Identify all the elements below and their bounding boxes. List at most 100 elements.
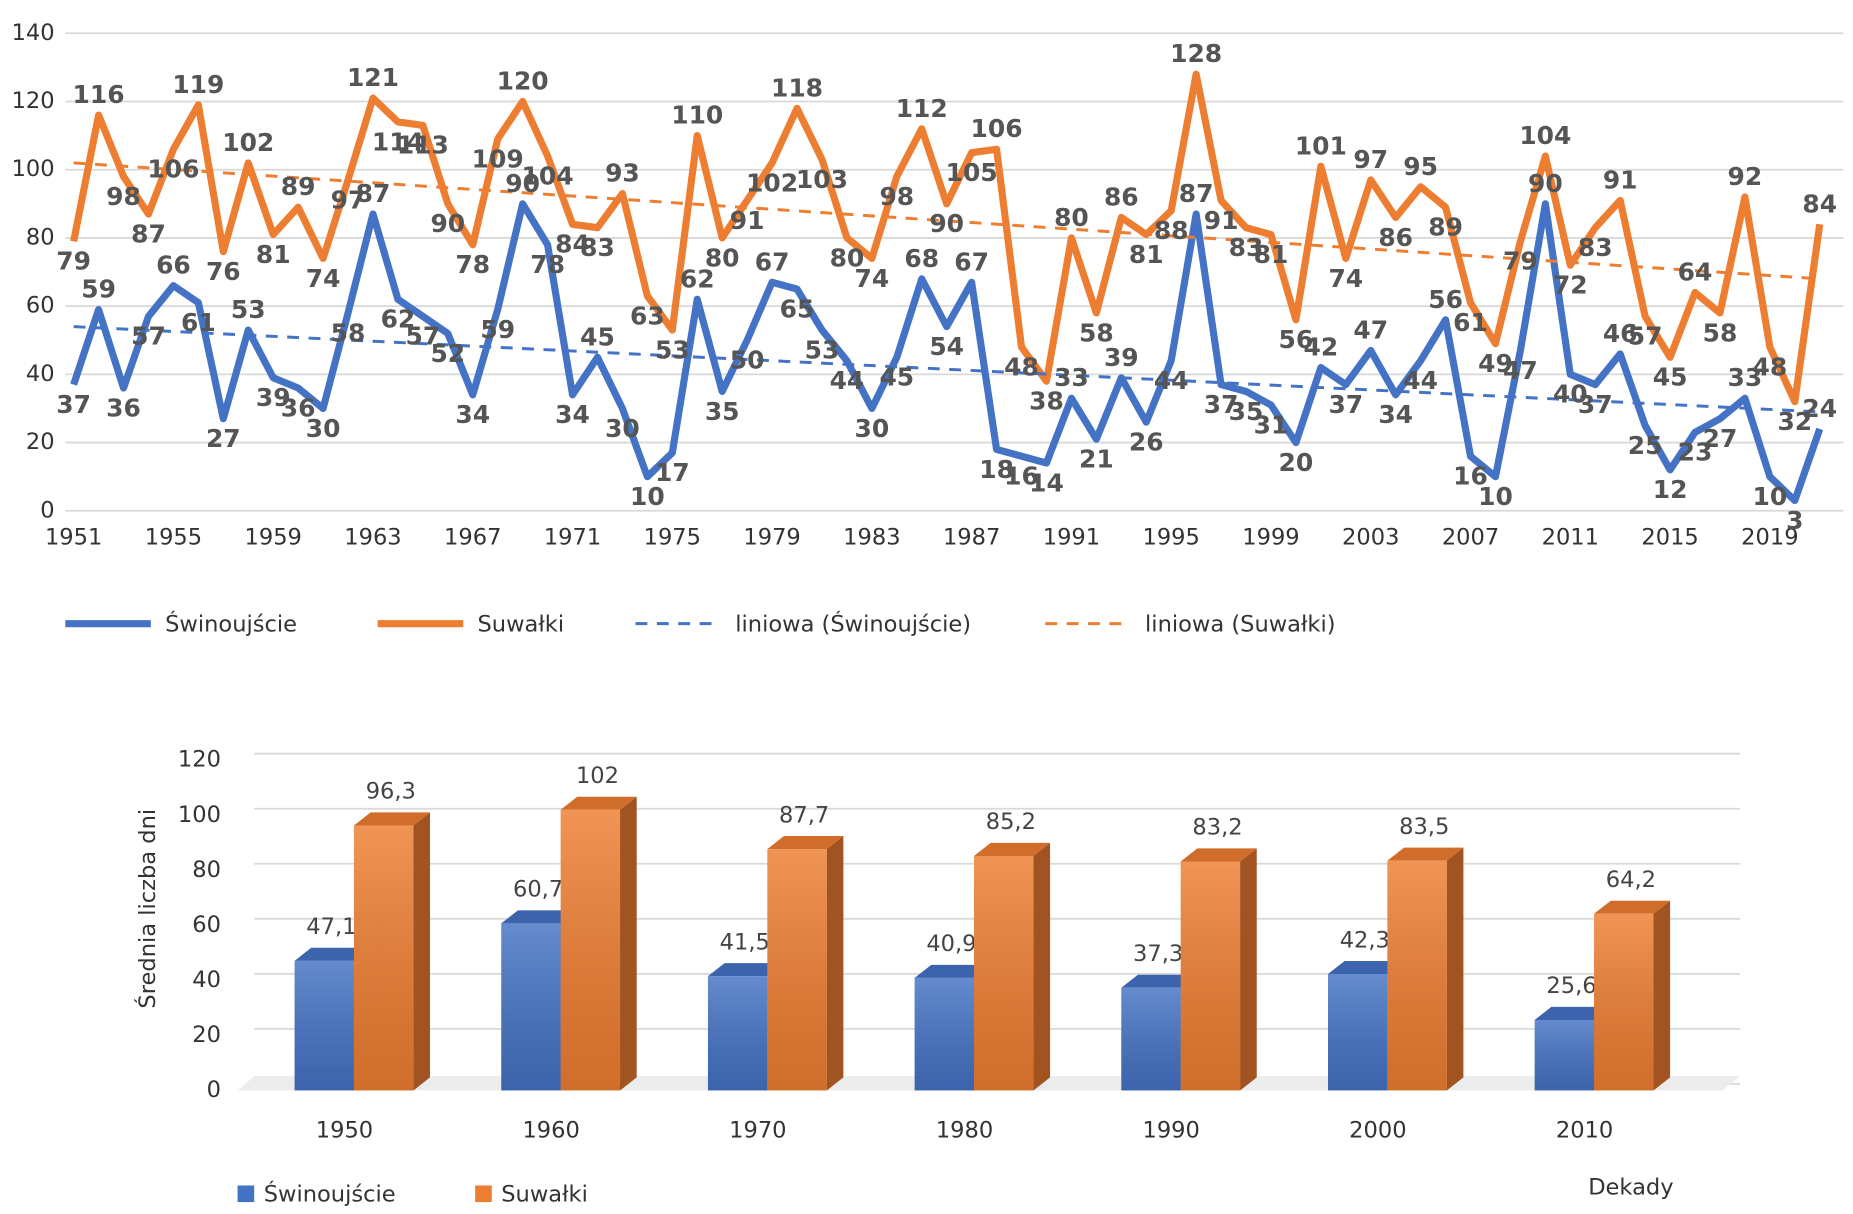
bar-side-shade — [826, 836, 844, 1091]
bar-top — [294, 947, 371, 961]
data-label: 83,2 — [1192, 815, 1242, 841]
y-tick-label: 20 — [192, 1022, 221, 1048]
bar-shade — [1594, 913, 1654, 1091]
bar-top — [1387, 847, 1464, 861]
data-label: 102 — [746, 168, 798, 197]
x-tick-label: 1959 — [245, 525, 302, 551]
data-label: 59 — [480, 315, 515, 344]
bar-top — [707, 963, 784, 977]
y-tick-label: 40 — [192, 967, 221, 993]
bar-top — [767, 836, 844, 850]
data-label: 46 — [1603, 319, 1638, 348]
trend-line — [73, 161, 1820, 281]
x-tick-label: 1951 — [45, 525, 102, 551]
y-tick-label: 120 — [12, 88, 55, 114]
legend-swatch — [475, 1185, 492, 1203]
data-label: 17 — [655, 458, 690, 487]
x-tick-label: 1987 — [943, 525, 1000, 551]
legend-swatch — [237, 1185, 255, 1203]
data-label: 25 — [1628, 431, 1663, 460]
bar-shade — [1180, 861, 1241, 1091]
data-label: 98 — [106, 182, 141, 211]
data-label: 95 — [1403, 152, 1438, 181]
data-label: 65 — [780, 294, 815, 323]
data-label: 86 — [1104, 182, 1139, 211]
bar-top-shade — [1121, 974, 1198, 988]
bar-top-shade — [1534, 1006, 1611, 1020]
y-tick-label: 100 — [12, 156, 55, 182]
bar-side-shade — [413, 812, 430, 1091]
data-label: 88 — [1154, 216, 1189, 245]
bar-top — [1327, 960, 1405, 975]
data-label: 42 — [1304, 333, 1339, 362]
data-label: 109 — [472, 144, 524, 173]
bar-shade — [974, 855, 1034, 1091]
x-tick-label: 2000 — [1349, 1117, 1406, 1143]
data-label: 80 — [830, 243, 865, 272]
x-tick-label: 1999 — [1242, 525, 1299, 551]
data-label: 74 — [1328, 264, 1363, 293]
data-label: 84 — [1802, 189, 1837, 218]
data-label: 91 — [730, 206, 765, 235]
x-tick-label: 1979 — [743, 525, 800, 551]
x-tick-label: 1960 — [522, 1117, 579, 1143]
bar-shade — [1327, 974, 1388, 1091]
data-label: 33 — [1054, 363, 1089, 392]
data-label: 76 — [206, 257, 241, 286]
x-tick-label: 2019 — [1741, 525, 1798, 551]
bar-side — [413, 812, 430, 1091]
data-label: 30 — [855, 414, 890, 443]
bar-top — [1121, 974, 1198, 988]
data-label: 37 — [56, 390, 91, 419]
data-label: 98 — [879, 182, 914, 211]
data-label: 116 — [73, 80, 125, 109]
data-label: 41,5 — [720, 929, 770, 955]
data-label: 38 — [1029, 387, 1064, 416]
bar-shade — [294, 960, 354, 1091]
bar-top — [1534, 1006, 1611, 1020]
data-label: 16 — [1004, 462, 1039, 491]
x-tick-label: 1975 — [644, 525, 701, 551]
data-label: 91 — [1603, 165, 1638, 194]
data-label: 24 — [1802, 394, 1837, 423]
series-line — [70, 70, 1824, 406]
data-label: 60,7 — [513, 877, 563, 903]
x-tick-label: 2011 — [1542, 525, 1599, 551]
x-tick-label: 1995 — [1142, 525, 1199, 551]
data-label: 56 — [1428, 285, 1463, 314]
data-label: 89 — [281, 172, 316, 201]
data-label: 25,6 — [1546, 973, 1596, 999]
bar-side-shade — [1653, 900, 1671, 1091]
data-label: 44 — [1403, 366, 1438, 395]
data-label: 67 — [755, 247, 790, 276]
data-label: 45 — [1653, 363, 1688, 392]
data-label: 79 — [1503, 247, 1538, 276]
bar-shade — [501, 923, 561, 1091]
bar-side — [826, 836, 844, 1091]
data-label: 106 — [971, 114, 1023, 143]
data-label: 62 — [680, 264, 715, 293]
data-label: 90 — [1528, 169, 1563, 198]
data-label: 83 — [1578, 233, 1613, 262]
y-tick-label: 120 — [178, 747, 221, 773]
y-tick-label: 100 — [178, 802, 221, 828]
data-label: 50 — [730, 346, 765, 375]
data-label: 21 — [1079, 445, 1114, 474]
bar-side — [1240, 848, 1257, 1091]
data-label: 34 — [455, 400, 490, 429]
bar-shade — [353, 825, 414, 1091]
data-label: 92 — [1728, 162, 1763, 191]
data-label: 10 — [1478, 482, 1513, 511]
legend-label: Świnoujście — [264, 1179, 396, 1207]
bar-side-shade — [1033, 842, 1051, 1091]
data-label: 53 — [805, 335, 840, 364]
data-label: 87 — [131, 219, 166, 248]
bar-top-shade — [1327, 960, 1405, 975]
x-tick-label: 1991 — [1043, 525, 1100, 551]
bar-shade — [1121, 987, 1181, 1091]
data-label: 58 — [331, 318, 366, 347]
data-label: 81 — [1254, 240, 1289, 269]
y-tick-label: 0 — [40, 497, 54, 523]
data-label: 90 — [430, 209, 465, 238]
data-label: 35 — [1229, 397, 1264, 426]
